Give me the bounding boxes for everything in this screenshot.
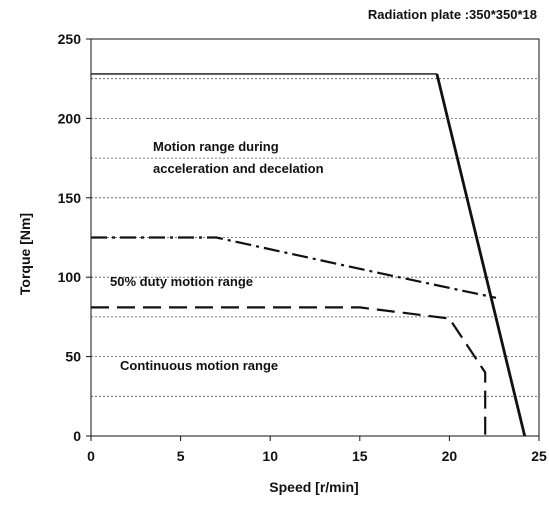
y-tick-label: 200 [58, 110, 82, 126]
y-axis-ticks: 0 50 100 150 200 250 [58, 31, 91, 444]
grid-lines [91, 78, 539, 397]
y-tick-label: 0 [73, 428, 81, 444]
chart-subtitle: Radiation plate :350*350*18 [368, 7, 537, 22]
x-tick-label: 10 [262, 448, 278, 464]
x-axis-ticks: 0 5 10 15 20 25 [87, 436, 547, 464]
duty-range-line [91, 236, 497, 299]
annotation-continuous-range: Continuous motion range [120, 358, 278, 373]
x-axis-title: Speed [r/min] [269, 479, 358, 495]
y-tick-label: 100 [58, 269, 82, 285]
annotation-accel-line1: Motion range during [153, 139, 279, 154]
y-tick-label: 250 [58, 31, 82, 47]
motion-range-limit-line [435, 73, 527, 437]
y-axis-title: Torque [Nm] [17, 213, 33, 295]
y-tick-label: 150 [58, 190, 82, 206]
x-tick-label: 25 [531, 448, 547, 464]
x-tick-label: 15 [352, 448, 368, 464]
x-tick-label: 0 [87, 448, 95, 464]
y-tick-label: 50 [65, 349, 81, 365]
x-tick-label: 20 [442, 448, 458, 464]
continuous-range-line [91, 306, 487, 436]
annotation-duty-range: 50% duty motion range [110, 274, 253, 289]
x-tick-label: 5 [177, 448, 185, 464]
series-lines [91, 73, 527, 437]
annotation-accel-line2: acceleration and decelation [153, 161, 324, 176]
